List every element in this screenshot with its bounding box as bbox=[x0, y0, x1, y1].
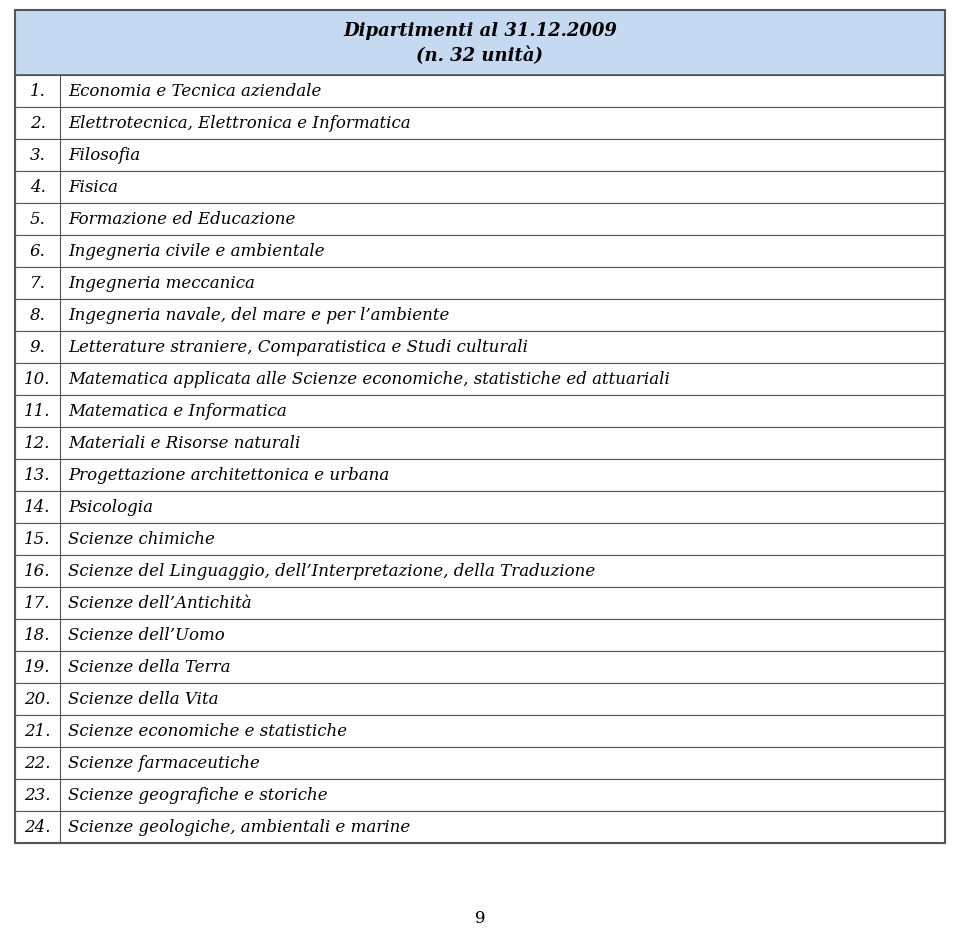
Text: Matematica applicata alle Scienze economiche, statistiche ed attuariali: Matematica applicata alle Scienze econom… bbox=[68, 371, 670, 388]
Bar bbox=[15, 395, 945, 427]
Text: 11.: 11. bbox=[24, 402, 51, 419]
Bar bbox=[15, 203, 945, 235]
Text: Ingegneria navale, del mare e per l’ambiente: Ingegneria navale, del mare e per l’ambi… bbox=[68, 307, 449, 324]
Bar bbox=[15, 523, 945, 555]
Bar bbox=[15, 107, 945, 139]
Text: 13.: 13. bbox=[24, 466, 51, 483]
Text: 7.: 7. bbox=[30, 274, 45, 291]
Text: Letterature straniere, Comparatistica e Studi culturali: Letterature straniere, Comparatistica e … bbox=[68, 339, 528, 356]
Bar bbox=[15, 363, 945, 395]
Bar bbox=[15, 715, 945, 747]
Text: 22.: 22. bbox=[24, 755, 51, 772]
Text: Formazione ed Educazione: Formazione ed Educazione bbox=[68, 211, 296, 227]
Text: Scienze della Terra: Scienze della Terra bbox=[68, 658, 230, 675]
Text: 9.: 9. bbox=[30, 339, 45, 356]
Bar bbox=[15, 811, 945, 843]
Text: 20.: 20. bbox=[24, 691, 51, 708]
Text: Scienze chimiche: Scienze chimiche bbox=[68, 531, 215, 548]
Bar bbox=[15, 459, 945, 491]
Text: Scienze geografiche e storiche: Scienze geografiche e storiche bbox=[68, 786, 327, 803]
Text: 9: 9 bbox=[475, 909, 485, 926]
Text: Scienze geologiche, ambientali e marine: Scienze geologiche, ambientali e marine bbox=[68, 818, 410, 835]
Text: 6.: 6. bbox=[30, 242, 45, 259]
Bar bbox=[15, 779, 945, 811]
Text: Materiali e Risorse naturali: Materiali e Risorse naturali bbox=[68, 434, 300, 451]
Text: 4.: 4. bbox=[30, 179, 45, 196]
Text: Elettrotecnica, Elettronica e Informatica: Elettrotecnica, Elettronica e Informatic… bbox=[68, 114, 411, 131]
Bar bbox=[15, 427, 945, 459]
Text: Scienze della Vita: Scienze della Vita bbox=[68, 691, 219, 708]
Text: Scienze dell’Antichità: Scienze dell’Antichità bbox=[68, 594, 252, 611]
Bar bbox=[15, 171, 945, 203]
Text: 19.: 19. bbox=[24, 658, 51, 675]
Text: Psicologia: Psicologia bbox=[68, 499, 153, 516]
Text: Dipartimenti al 31.12.2009: Dipartimenti al 31.12.2009 bbox=[343, 22, 617, 40]
Text: Progettazione architettonica e urbana: Progettazione architettonica e urbana bbox=[68, 466, 389, 483]
Bar bbox=[15, 299, 945, 331]
Bar bbox=[15, 619, 945, 651]
Text: Matematica e Informatica: Matematica e Informatica bbox=[68, 402, 287, 419]
Text: 17.: 17. bbox=[24, 594, 51, 611]
Text: 12.: 12. bbox=[24, 434, 51, 451]
Text: Economia e Tecnica aziendale: Economia e Tecnica aziendale bbox=[68, 82, 322, 99]
Bar bbox=[15, 10, 945, 75]
Bar bbox=[15, 267, 945, 299]
Text: 8.: 8. bbox=[30, 307, 45, 324]
Text: 24.: 24. bbox=[24, 818, 51, 835]
Text: Fisica: Fisica bbox=[68, 179, 118, 196]
Text: 10.: 10. bbox=[24, 371, 51, 388]
Text: 21.: 21. bbox=[24, 723, 51, 740]
Text: Scienze dell’Uomo: Scienze dell’Uomo bbox=[68, 626, 225, 643]
Text: Scienze farmaceutiche: Scienze farmaceutiche bbox=[68, 755, 260, 772]
Text: (n. 32 unità): (n. 32 unità) bbox=[417, 46, 543, 64]
Bar bbox=[15, 555, 945, 587]
Text: 5.: 5. bbox=[30, 211, 45, 227]
Bar bbox=[15, 139, 945, 171]
Text: Filosofia: Filosofia bbox=[68, 147, 140, 164]
Bar bbox=[15, 10, 945, 843]
Text: 23.: 23. bbox=[24, 786, 51, 803]
Text: 3.: 3. bbox=[30, 147, 45, 164]
Text: 16.: 16. bbox=[24, 563, 51, 580]
Bar bbox=[15, 331, 945, 363]
Text: 1.: 1. bbox=[30, 82, 45, 99]
Text: Ingegneria civile e ambientale: Ingegneria civile e ambientale bbox=[68, 242, 324, 259]
Text: Scienze del Linguaggio, dell’Interpretazione, della Traduzione: Scienze del Linguaggio, dell’Interpretaz… bbox=[68, 563, 595, 580]
Bar bbox=[15, 75, 945, 107]
Text: 15.: 15. bbox=[24, 531, 51, 548]
Text: 2.: 2. bbox=[30, 114, 45, 131]
Text: 14.: 14. bbox=[24, 499, 51, 516]
Text: 18.: 18. bbox=[24, 626, 51, 643]
Text: Ingegneria meccanica: Ingegneria meccanica bbox=[68, 274, 254, 291]
Bar bbox=[15, 651, 945, 683]
Bar bbox=[15, 235, 945, 267]
Bar bbox=[15, 491, 945, 523]
Text: Scienze economiche e statistiche: Scienze economiche e statistiche bbox=[68, 723, 348, 740]
Bar bbox=[15, 587, 945, 619]
Bar bbox=[15, 747, 945, 779]
Bar bbox=[15, 683, 945, 715]
